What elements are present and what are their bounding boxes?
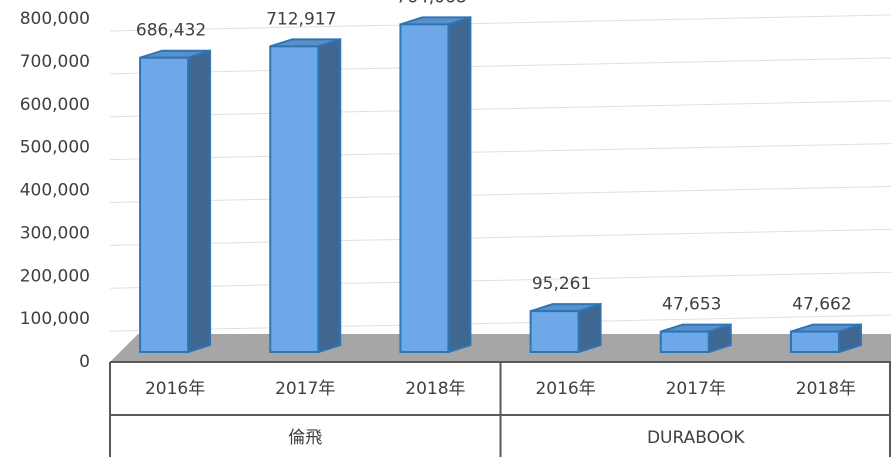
y-tick-label: 600,000: [20, 95, 90, 115]
bar: [529, 302, 602, 354]
grid-line: [109, 228, 891, 246]
data-label: 95,261: [532, 274, 591, 294]
y-tick-label: 100,000: [20, 309, 90, 329]
x-tick-label: 2017年: [666, 379, 726, 399]
bar-front: [269, 45, 320, 353]
y-tick-label: 0: [79, 352, 90, 372]
bar: [659, 323, 732, 354]
bar-front: [139, 56, 190, 353]
x-tick-label: 2018年: [796, 379, 856, 399]
bar-front: [789, 330, 840, 353]
x-tick-label: 2016年: [535, 379, 595, 399]
y-tick-label: 700,000: [20, 52, 90, 72]
data-label: 764,068: [396, 0, 466, 7]
data-label: 712,917: [266, 9, 336, 29]
y-tick-label: 800,000: [20, 9, 90, 29]
x-tick-label: 2016年: [145, 379, 205, 399]
bar-side: [187, 49, 212, 354]
x-tick-label: 2018年: [405, 379, 465, 399]
grid-line: [109, 14, 891, 32]
data-label: 47,662: [792, 295, 851, 315]
bar: [789, 323, 862, 354]
grid-line: [109, 143, 891, 161]
bar: [139, 49, 212, 354]
grid-line: [109, 57, 891, 75]
data-label: 686,432: [136, 21, 206, 41]
grid-line: [109, 186, 891, 203]
group-label: DURABOOK: [647, 428, 745, 448]
bar-front: [659, 330, 710, 353]
grid-line: [109, 314, 891, 332]
bar-side: [447, 16, 472, 354]
bar: [399, 16, 472, 354]
y-tick-label: 400,000: [20, 181, 90, 201]
grid-line: [109, 100, 891, 118]
floor: [110, 334, 891, 362]
bar-side: [317, 37, 342, 354]
bar-front: [399, 23, 450, 353]
bar-side: [577, 302, 602, 354]
grid-line: [109, 271, 891, 289]
y-tick-label: 500,000: [20, 138, 90, 158]
x-tick-label: 2017年: [275, 379, 335, 399]
bar-front: [529, 310, 580, 353]
y-tick-label: 200,000: [20, 266, 90, 286]
data-label: 47,653: [662, 295, 721, 315]
group-label: 倫飛: [288, 428, 322, 448]
y-tick-label: 300,000: [20, 223, 90, 243]
bar: [269, 37, 342, 354]
